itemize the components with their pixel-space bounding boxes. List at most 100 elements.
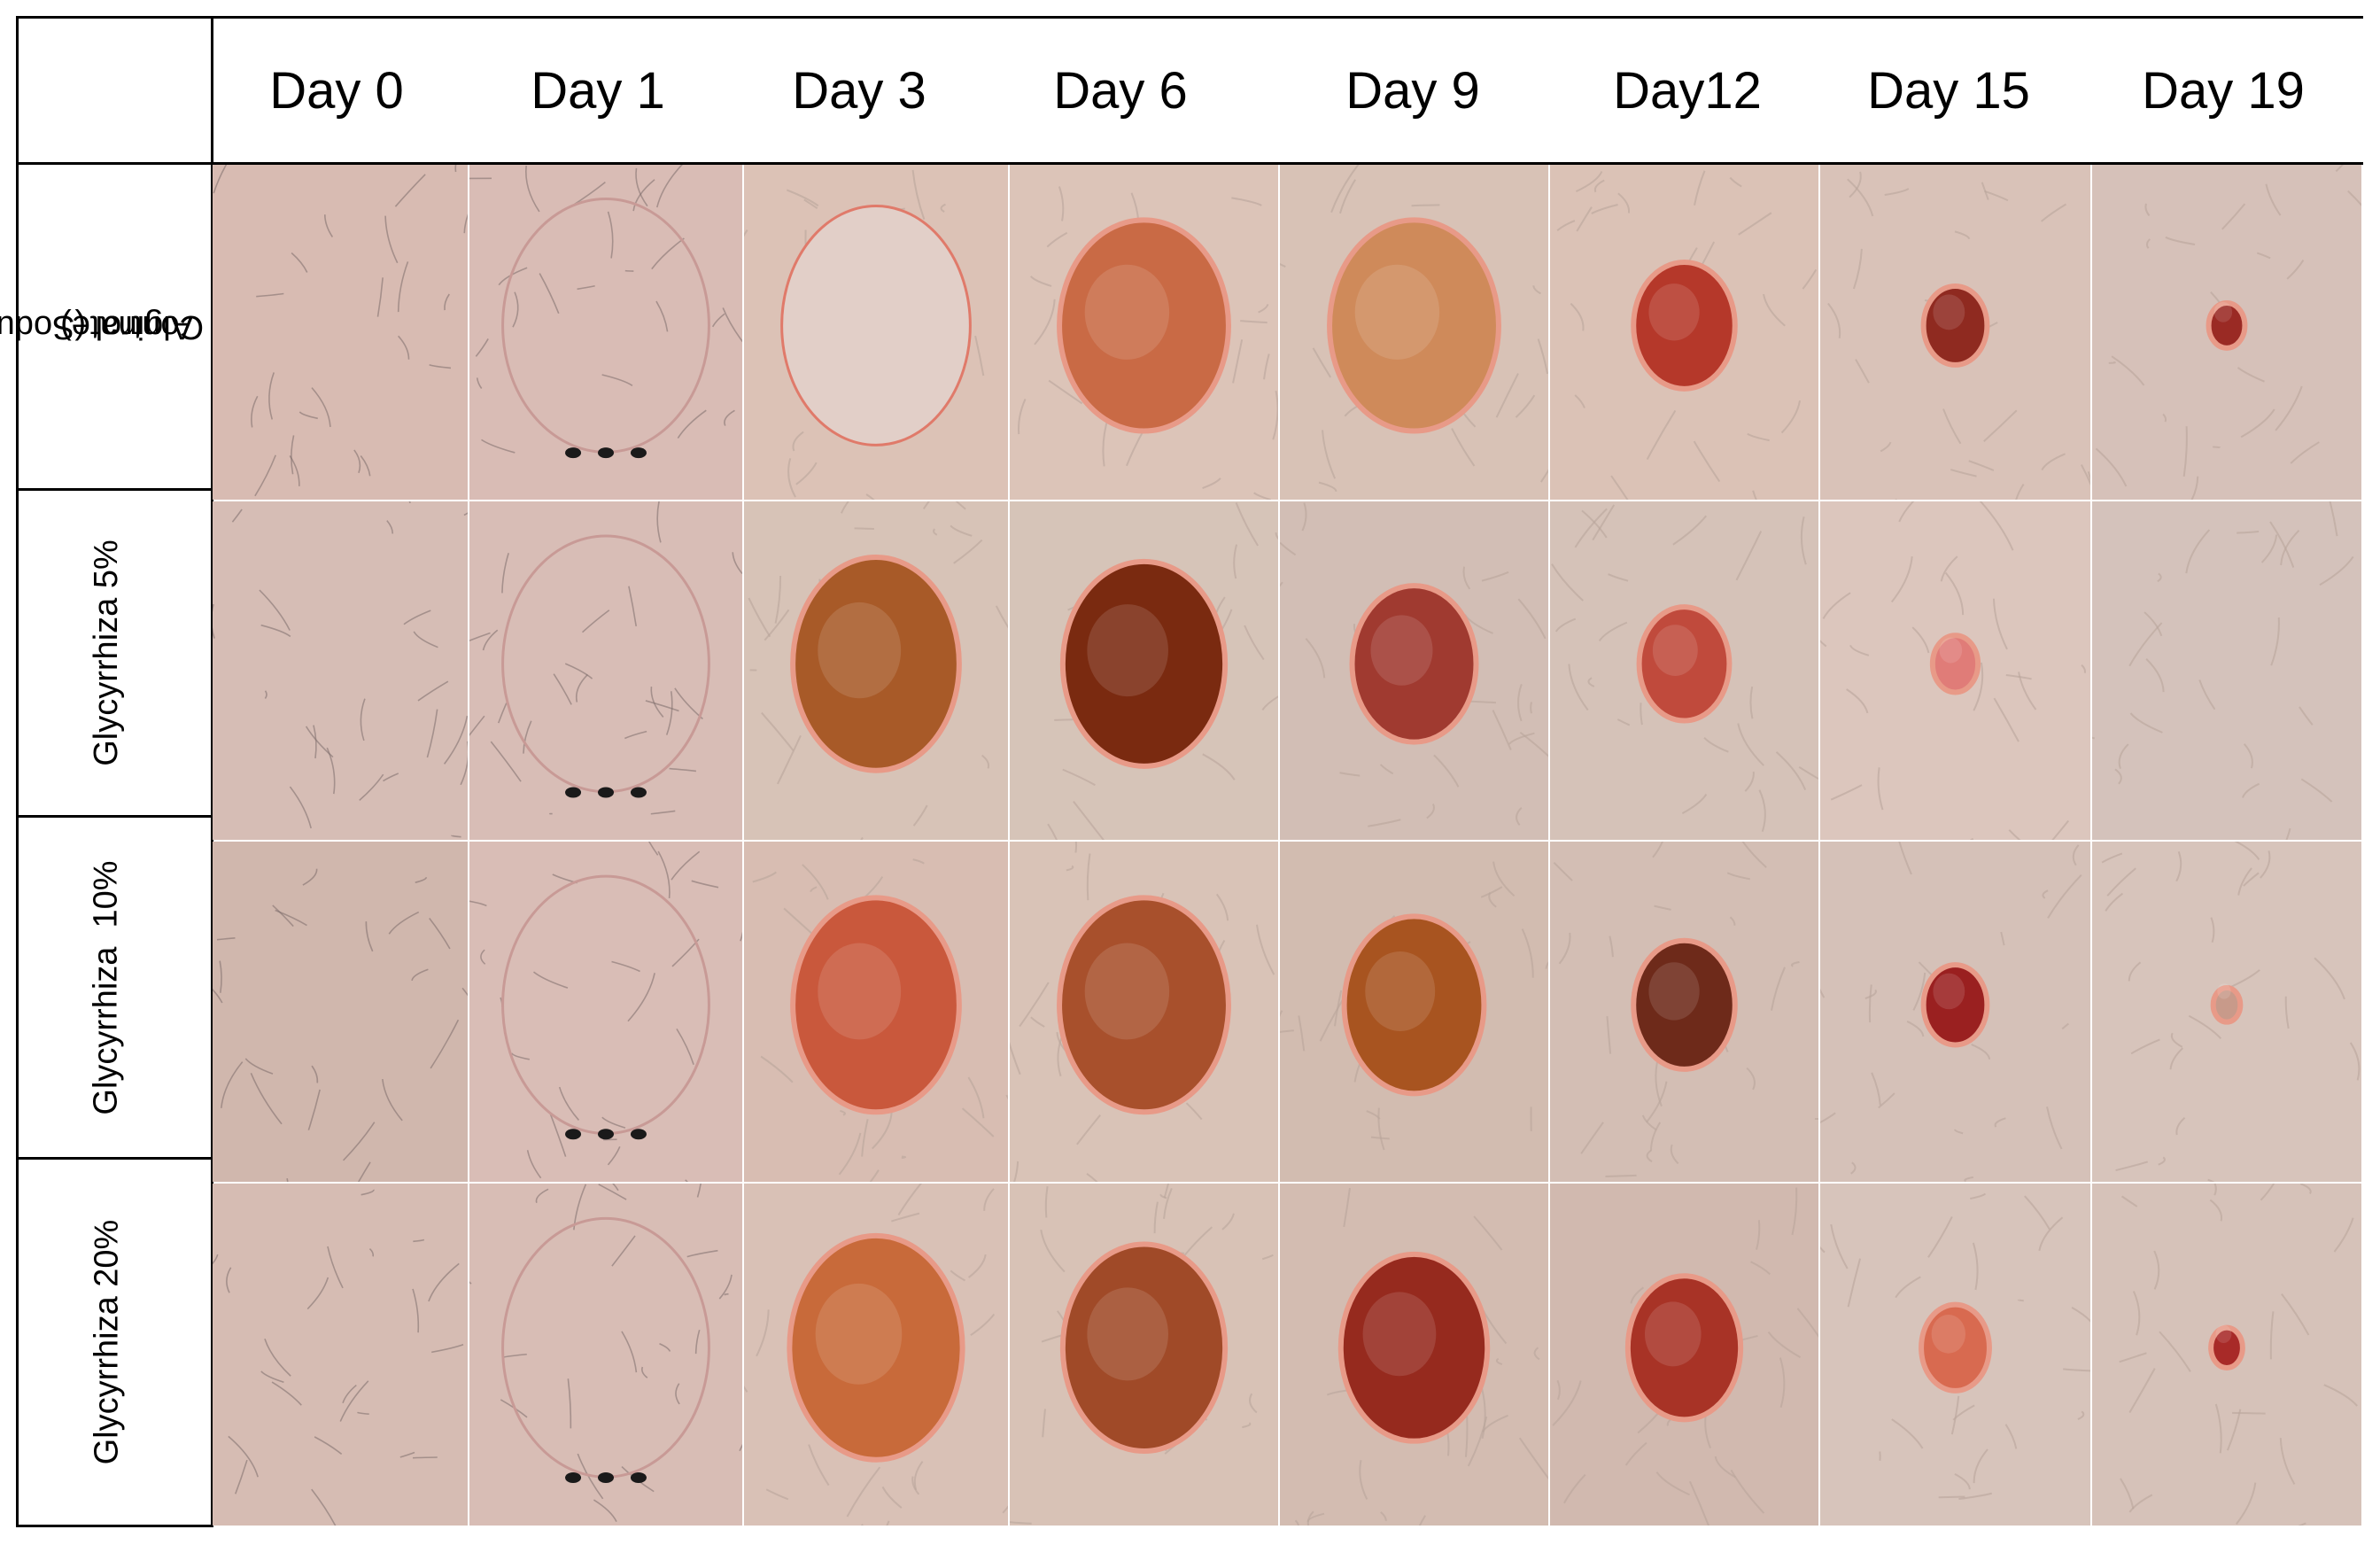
skin-texture-line — [289, 455, 300, 486]
wound-highlight — [1931, 1314, 1966, 1354]
skin-texture-line — [1970, 1192, 1987, 1200]
skin-texture-line — [1334, 990, 1343, 1027]
skin-texture-line — [1370, 1136, 1390, 1140]
wound-highlight — [815, 1283, 903, 1385]
skin-texture-line — [1820, 1246, 1826, 1254]
skin-texture-line — [411, 968, 429, 982]
skin-texture-line — [2119, 1352, 2147, 1363]
skin-texture-line — [386, 520, 394, 534]
skin-texture-line — [1655, 1471, 1690, 1496]
skin-texture-line — [854, 527, 874, 531]
wound-area — [780, 204, 972, 446]
skin-texture-line — [1480, 886, 1503, 898]
skin-texture-line — [291, 435, 295, 475]
skin-texture-line — [306, 1277, 329, 1310]
skin-texture-line — [2285, 827, 2291, 840]
skin-texture-line — [1280, 1010, 1283, 1017]
wound-photo — [213, 165, 468, 500]
skin-texture-line — [1756, 1220, 1761, 1250]
skin-texture-line — [1492, 861, 1516, 897]
skin-texture-line — [490, 741, 522, 782]
skin-texture-line — [1553, 861, 1573, 881]
skin-texture-line — [1495, 373, 1519, 418]
skin-texture-line — [1185, 1102, 1203, 1121]
wound-photo — [469, 1184, 742, 1526]
skin-texture-line — [1319, 999, 1344, 1042]
skin-texture-line — [1215, 893, 1229, 921]
skin-texture-line — [1729, 176, 1742, 188]
marker-dot — [565, 787, 582, 798]
skin-texture-line — [1034, 299, 1056, 345]
marker-dot — [598, 447, 614, 459]
skin-texture-line — [2234, 842, 2260, 860]
wound-highlight — [1644, 1301, 1702, 1367]
skin-texture-line — [259, 589, 291, 631]
skin-texture-line — [1368, 819, 1401, 827]
skin-texture-line — [2229, 969, 2260, 989]
skin-texture-line — [2144, 611, 2163, 637]
skin-texture-line — [1488, 892, 1497, 908]
skin-texture-line — [1076, 1114, 1101, 1145]
skin-texture-line — [696, 1184, 702, 1198]
wound-highlight — [1354, 264, 1440, 360]
skin-texture-line — [974, 335, 985, 377]
skin-texture-line — [1451, 428, 1476, 467]
wound-photo — [2092, 501, 2361, 840]
skin-texture-line — [426, 709, 438, 758]
skin-texture-line — [2323, 1384, 2358, 1407]
skin-texture-line — [802, 864, 829, 900]
left-border — [16, 16, 19, 162]
skin-texture-line — [865, 493, 875, 500]
skin-texture-line — [1767, 1331, 1802, 1358]
skin-texture-line — [655, 300, 669, 332]
skin-area — [469, 842, 742, 1182]
skin-texture-line — [1426, 804, 1435, 819]
skin-texture-line — [1912, 972, 1926, 1011]
skin-texture-line — [1979, 501, 2014, 551]
skin-texture-line — [1993, 697, 2020, 742]
skin-texture-line — [271, 1381, 302, 1406]
skin-texture-line — [2080, 464, 2090, 485]
skin-texture-line — [624, 730, 647, 740]
skin-texture-line — [388, 911, 420, 935]
skin-texture-line — [1798, 765, 1818, 780]
skin-texture-line — [607, 1146, 621, 1166]
wound-highlight — [1087, 604, 1168, 697]
skin-texture-line — [2106, 867, 2136, 897]
skin-texture-line — [1617, 192, 1631, 214]
skin-texture-line — [1318, 481, 1337, 493]
skin-texture-line — [384, 215, 399, 264]
wound-area — [1341, 913, 1487, 1097]
skin-texture-line — [2128, 1368, 2156, 1413]
skin-texture-line — [1002, 1505, 1008, 1514]
skin-texture-line — [1411, 204, 1440, 207]
wound-area — [1636, 604, 1733, 724]
skin-texture-line — [1532, 285, 1541, 295]
wound-highlight — [2215, 1324, 2232, 1344]
skin-texture-line — [342, 1122, 376, 1161]
skin-texture-line — [1958, 1492, 1992, 1501]
skin-texture-line — [1256, 924, 1275, 975]
skin-area — [2092, 501, 2361, 840]
skin-texture-line — [1972, 1242, 1979, 1291]
wound-photo — [1550, 842, 1818, 1182]
skin-texture-line — [1545, 961, 1548, 969]
wound-photo — [1280, 501, 1548, 840]
wound-highlight — [1933, 973, 1965, 1010]
skin-area — [469, 1184, 742, 1526]
day-label: Day 1 — [531, 62, 665, 120]
skin-texture-line — [1568, 664, 1589, 711]
wound-highlight — [1939, 637, 1963, 664]
skin-texture-line — [1280, 541, 1297, 556]
skin-texture-line — [2286, 260, 2305, 280]
skin-texture-line — [953, 539, 983, 564]
skin-texture-line — [2162, 413, 2167, 423]
skin-texture-line — [838, 1132, 862, 1176]
wound-highlight — [818, 602, 902, 699]
skin-texture-line — [451, 835, 461, 838]
skin-texture-line — [2077, 1410, 2085, 1420]
skin-texture-line — [1312, 347, 1332, 378]
skin-texture-line — [1606, 1015, 1612, 1054]
skin-texture-line — [1954, 1472, 1971, 1490]
skin-texture-line — [1298, 1015, 1306, 1052]
